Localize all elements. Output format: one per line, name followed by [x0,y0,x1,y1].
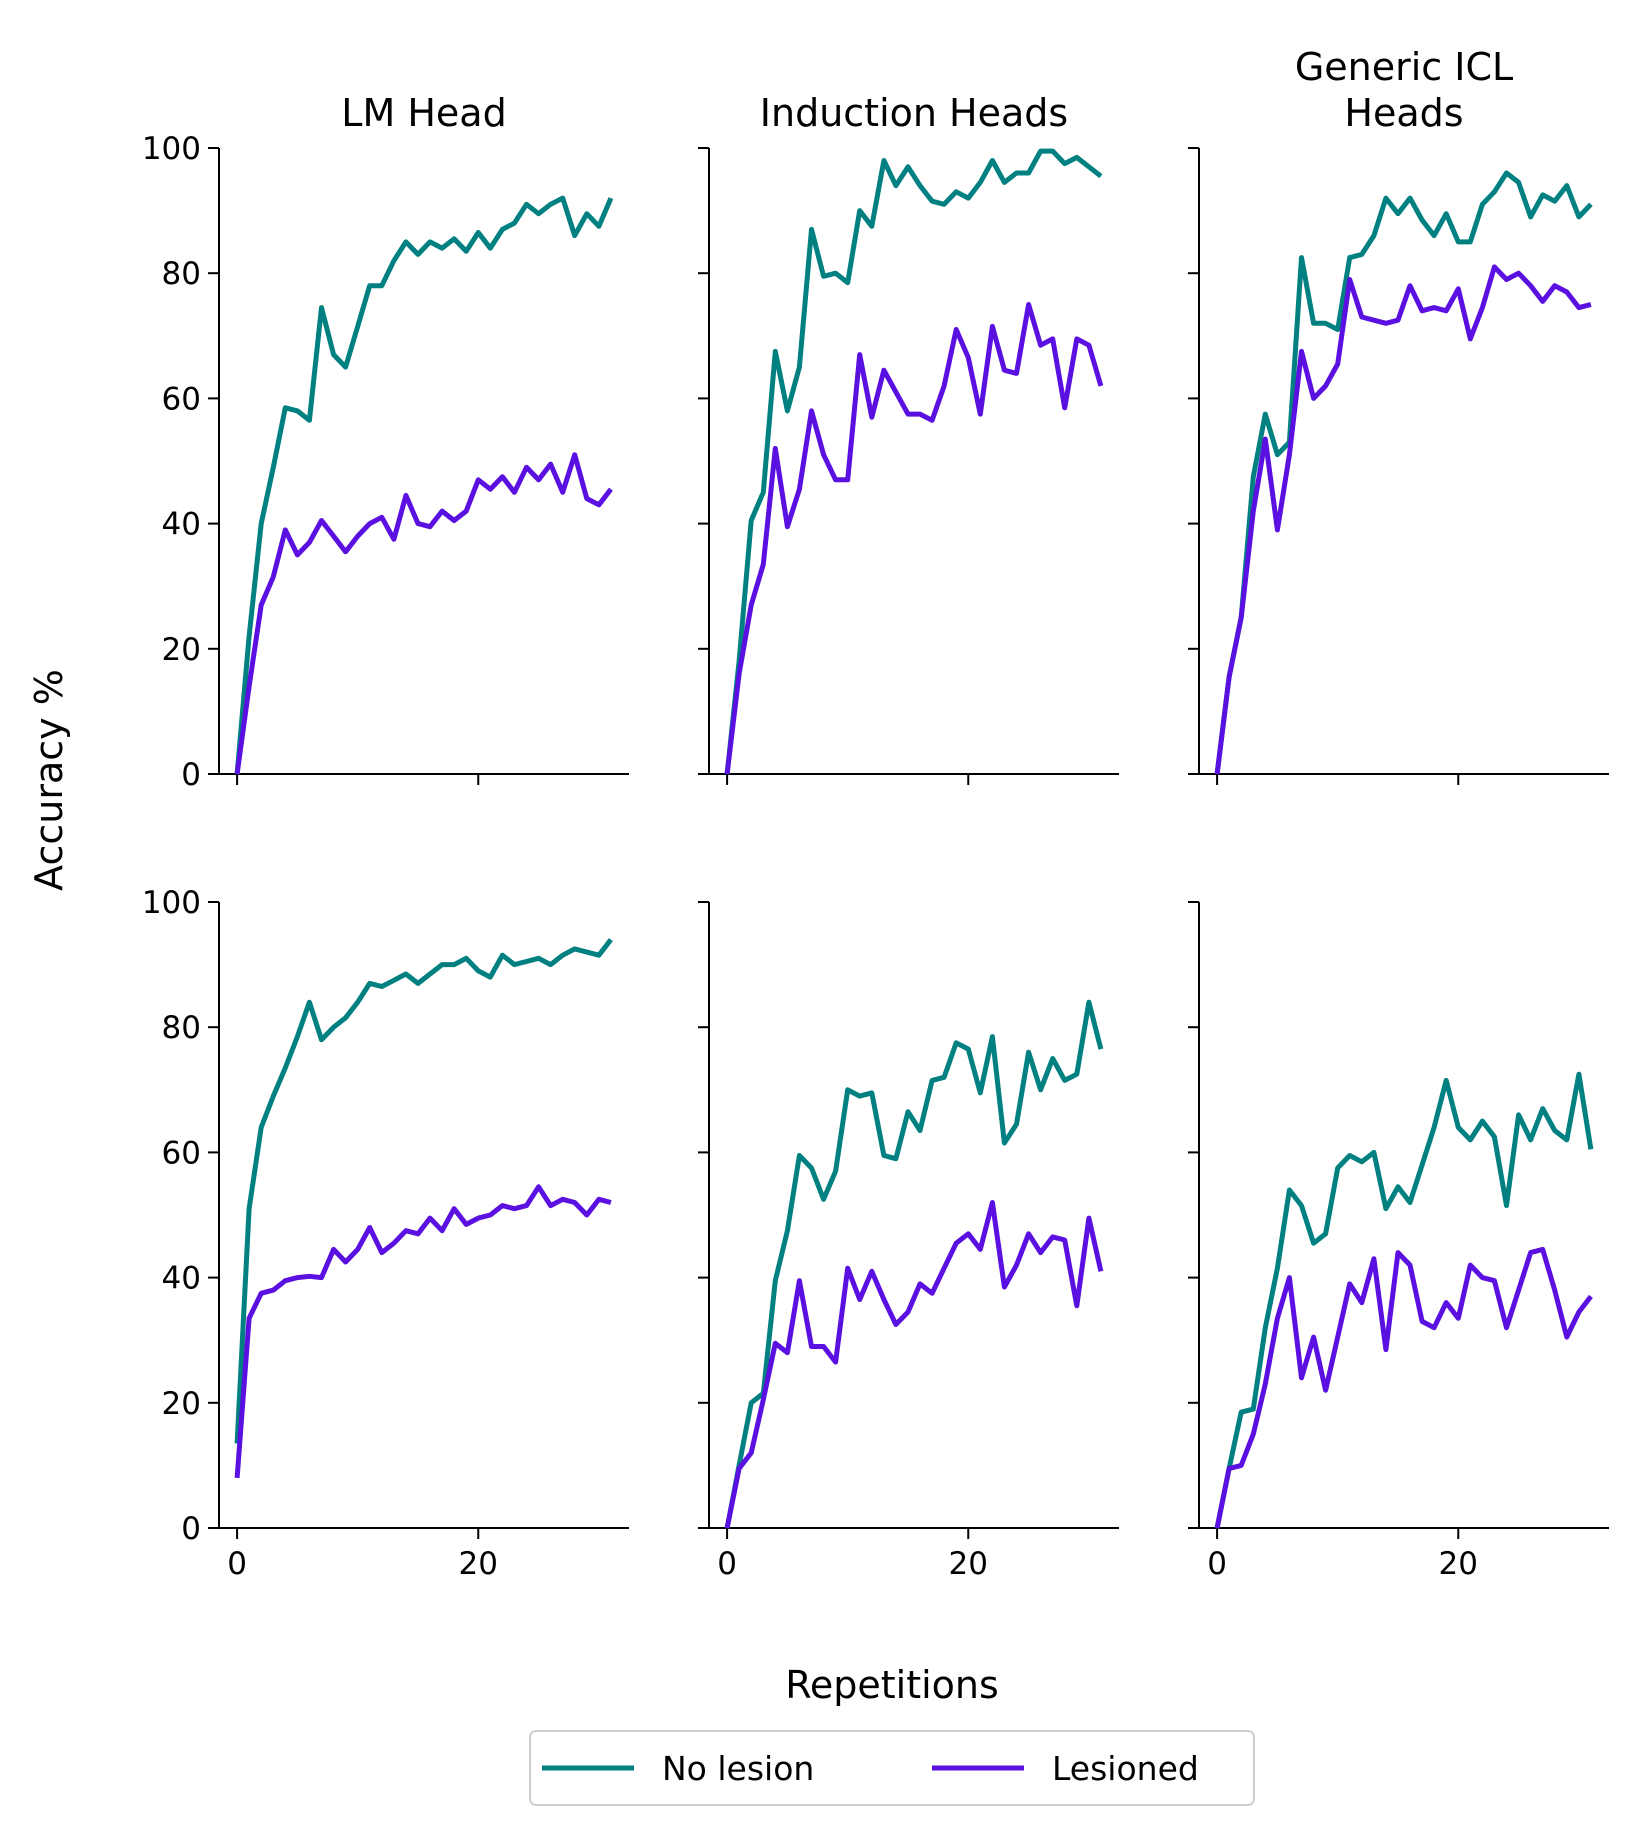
y-tick-label: 0 [181,1511,201,1547]
panel-title-line: Generic ICL [1295,45,1513,89]
series-line-no-lesion [724,148,1103,775]
y-tick-label: 80 [162,256,201,292]
legend-frame [529,1730,1255,1806]
panel-1-1: 0 20 [698,901,1119,1582]
x-tick-label: 0 [717,1546,737,1582]
panel-title-line: LM Head [341,91,506,135]
panel-title-line: Heads [1344,91,1463,135]
x-tick-label: 20 [949,1546,988,1582]
y-tick-label: 60 [162,1135,201,1171]
panel-1-0: 0 20 40 60 80 100 0 20 [142,885,629,1582]
panel-1-2: 0 20 [1188,901,1609,1582]
y-tick-label: 0 [181,757,201,793]
y-tick-label: 20 [162,1386,201,1422]
x-tick-label: 0 [227,1546,247,1582]
series-line-lesioned [234,1184,612,1479]
x-tick-label: 20 [1439,1546,1478,1582]
legend: No lesion Lesioned [529,1730,1255,1806]
series-line-lesioned [1214,1246,1593,1529]
series-line-lesioned [724,1200,1104,1529]
legend-label-lesioned: Lesioned [1052,1749,1199,1788]
y-axis-title: Accuracy % [27,669,71,891]
y-tick-label: 60 [162,381,201,417]
series-line-lesioned [1214,264,1592,775]
x-axis-title: Repetitions [785,1663,999,1707]
y-tick-label: 80 [162,1010,201,1046]
y-tick-label: 100 [142,885,201,921]
series-line-no-lesion [1214,170,1593,775]
series-line-no-lesion [234,938,613,1444]
y-tick-label: 40 [162,1261,201,1297]
y-tick-label: 20 [162,632,201,668]
panels: LM Head 0 20 40 60 80 100 Induction Heads Generi… [142,45,1609,1582]
panel-0-0: LM Head 0 20 40 60 80 100 [142,91,629,793]
x-tick-label: 0 [1207,1546,1227,1582]
series-line-no-lesion [234,195,614,775]
legend-label-no-lesion: No lesion [662,1749,814,1788]
y-tick-label: 40 [162,507,201,543]
panel-title-line: Induction Heads [760,91,1068,135]
series-line-lesioned [234,452,613,775]
x-tick-label: 20 [459,1546,498,1582]
series-line-lesioned [724,302,1104,775]
y-tick-label: 100 [142,131,201,167]
series-line-no-lesion [1214,1071,1594,1529]
series-line-no-lesion [724,999,1104,1529]
panel-0-1: Induction Heads [698,91,1119,785]
